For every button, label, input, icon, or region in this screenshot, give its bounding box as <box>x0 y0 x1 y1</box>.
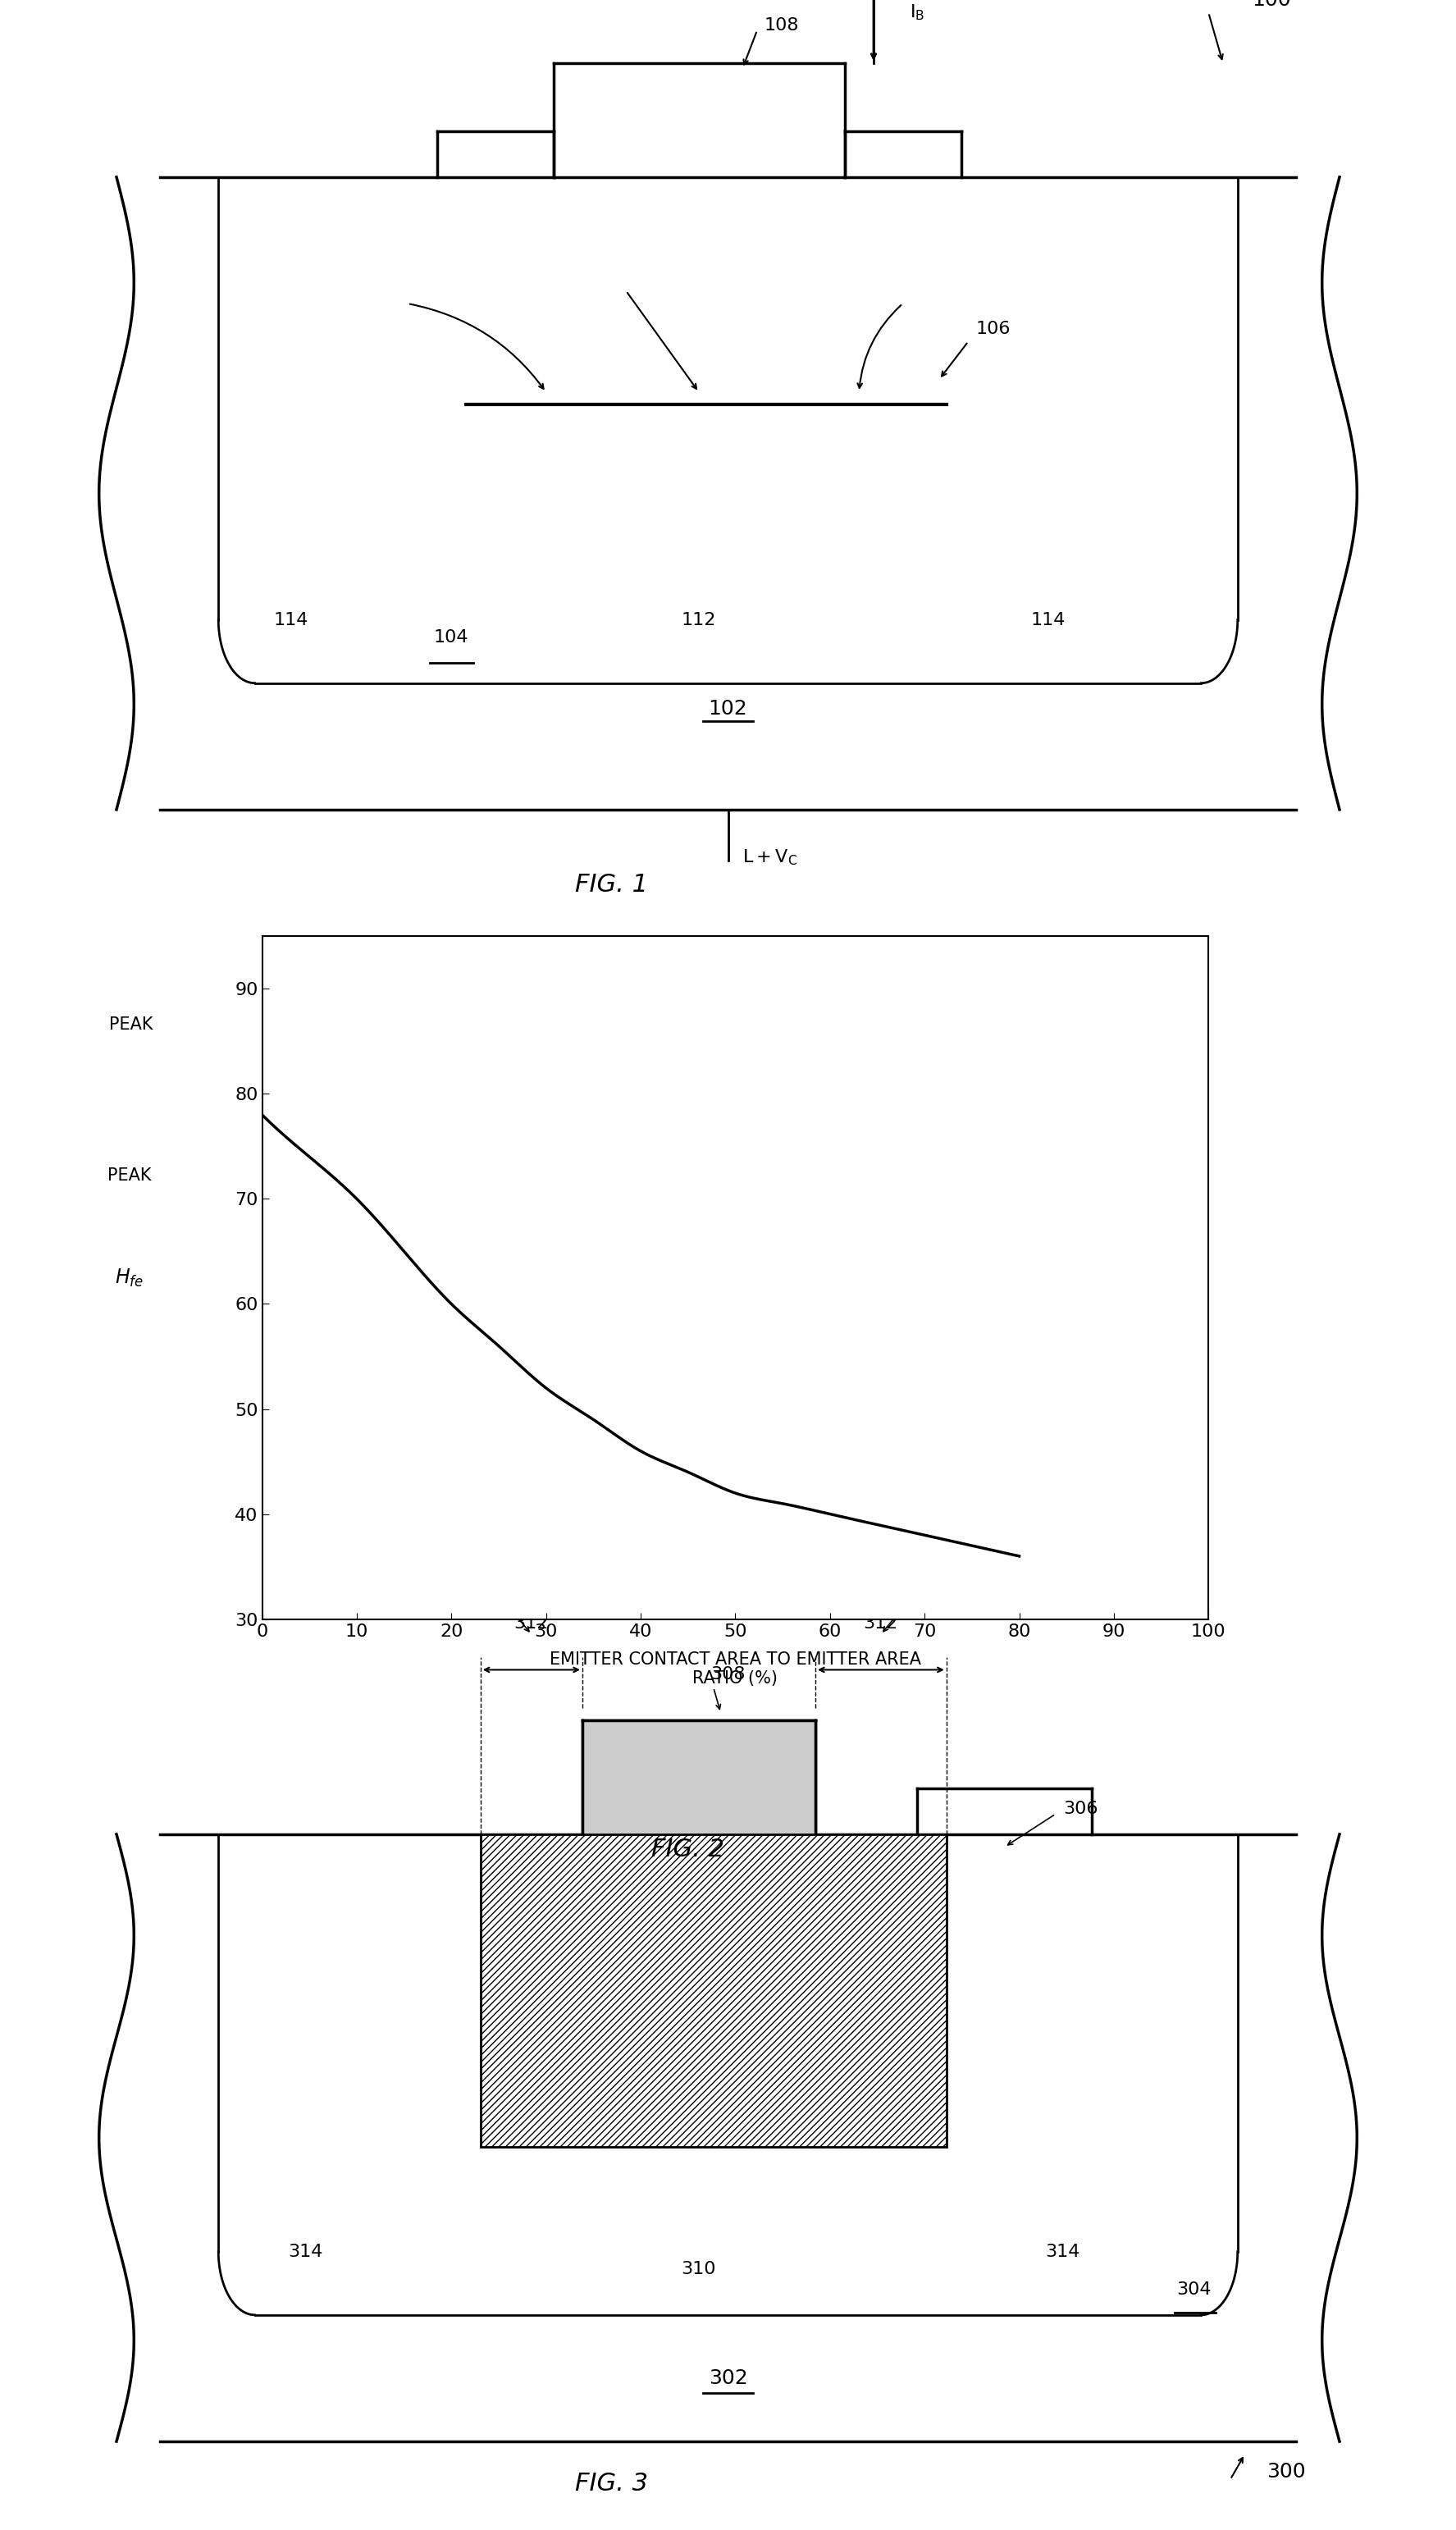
Text: 106: 106 <box>976 321 1010 336</box>
Bar <box>480 1834 946 2145</box>
Text: 114: 114 <box>274 612 309 627</box>
Text: 108: 108 <box>764 18 799 33</box>
Text: PEAK: PEAK <box>108 1166 151 1184</box>
Text: 312: 312 <box>514 1617 549 1632</box>
Text: 114: 114 <box>1031 612 1066 627</box>
Text: PEAK: PEAK <box>109 1017 153 1032</box>
Text: $\mathsf{I_B}$: $\mathsf{I_B}$ <box>910 3 925 23</box>
Text: 302: 302 <box>709 2368 747 2388</box>
Text: 300: 300 <box>1267 2462 1306 2482</box>
Text: 100: 100 <box>1252 0 1291 10</box>
Text: 306: 306 <box>1063 1801 1098 1817</box>
Text: 104: 104 <box>434 630 469 645</box>
Text: FIG. 3: FIG. 3 <box>575 2472 648 2495</box>
Text: 112: 112 <box>681 612 716 627</box>
Text: 312: 312 <box>863 1617 898 1632</box>
Text: 310: 310 <box>681 2262 716 2277</box>
Text: 314: 314 <box>288 2244 323 2259</box>
Bar <box>582 1720 815 1834</box>
Text: 314: 314 <box>1045 2244 1080 2259</box>
Text: $\mathsf{L+V_C}$: $\mathsf{L+V_C}$ <box>743 848 798 868</box>
Text: 304: 304 <box>1176 2282 1211 2297</box>
X-axis label: EMITTER CONTACT AREA TO EMITTER AREA
RATIO (%): EMITTER CONTACT AREA TO EMITTER AREA RAT… <box>549 1652 922 1688</box>
Text: FIG. 1: FIG. 1 <box>575 873 648 896</box>
Text: $H_{fe}$: $H_{fe}$ <box>115 1268 144 1288</box>
Text: 308: 308 <box>711 1667 745 1682</box>
Text: FIG. 2: FIG. 2 <box>651 1837 725 1862</box>
Text: 102: 102 <box>709 698 747 719</box>
